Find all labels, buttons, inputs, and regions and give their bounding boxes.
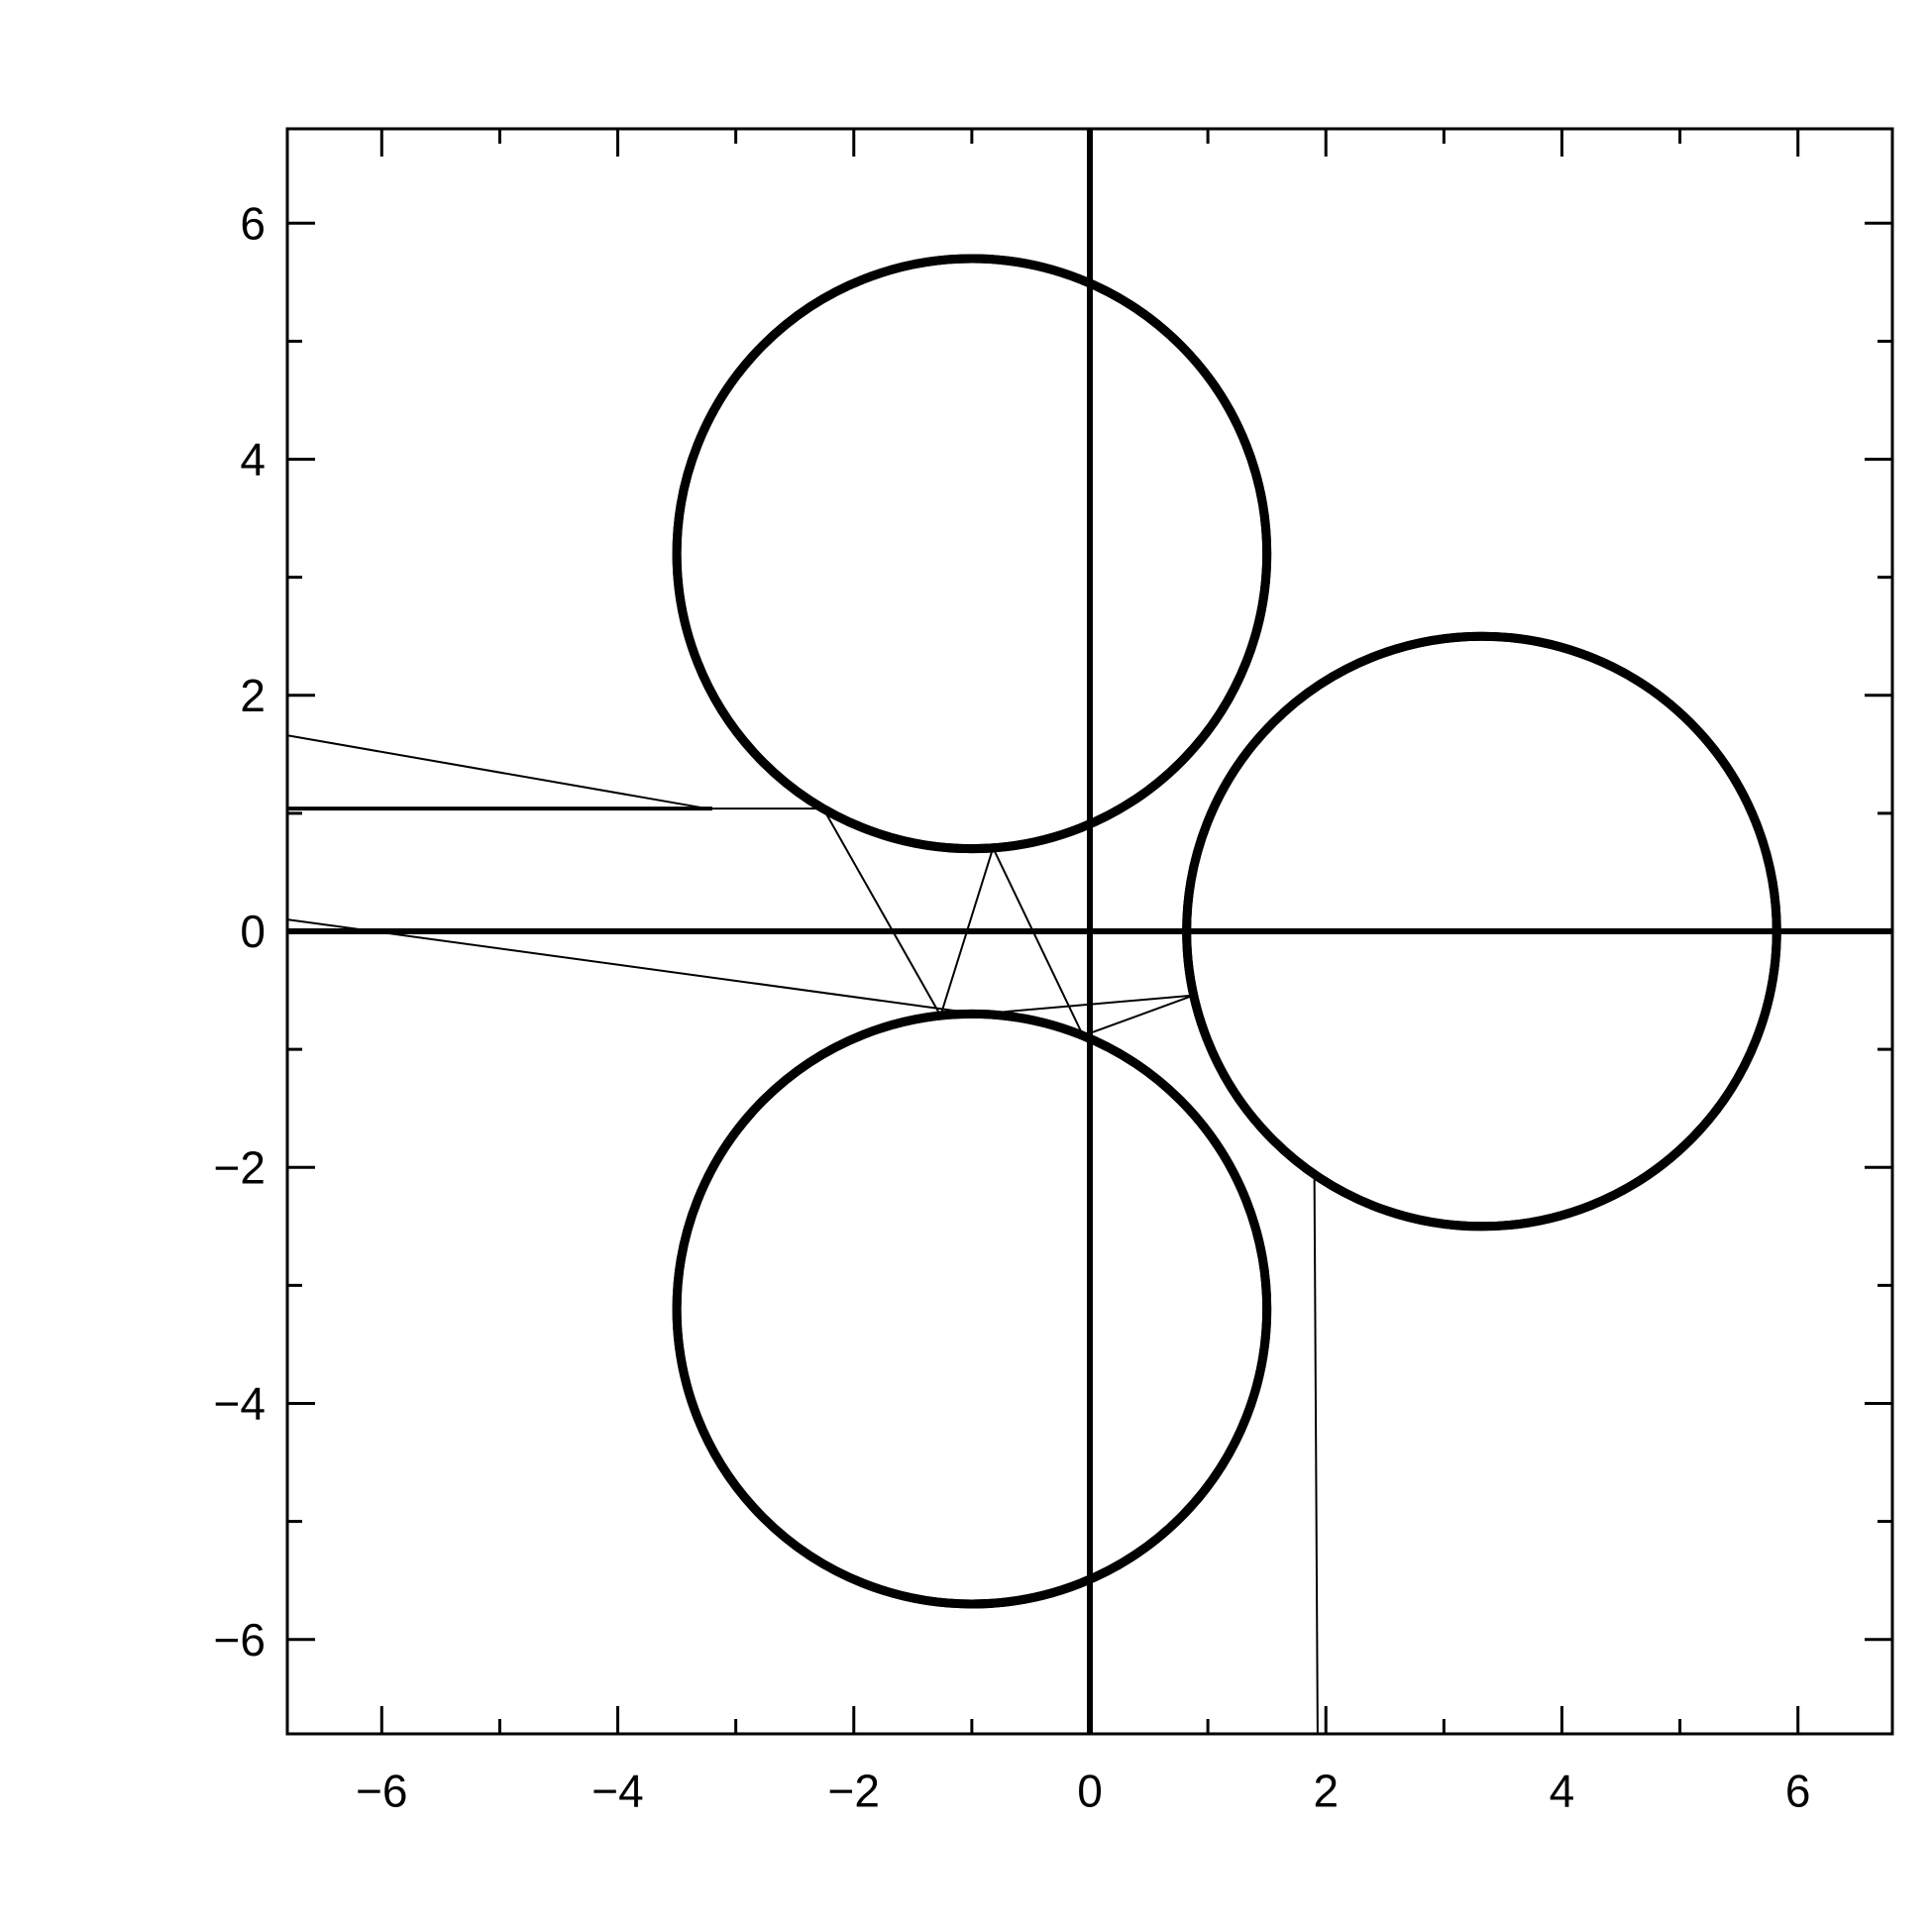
x-tick-label: −2: [828, 1766, 880, 1817]
x-tick-label: 6: [1785, 1766, 1811, 1817]
y-tick-label: −6: [214, 1614, 266, 1665]
x-tick-label: 4: [1550, 1766, 1575, 1817]
chart-svg: −6 −4 −2 0 2 4 6 −6 −4 −2 0 2 4 6: [0, 0, 1932, 1932]
x-tick-label: −4: [591, 1766, 643, 1817]
y-tick-label: −2: [214, 1141, 266, 1193]
chart-root: −6 −4 −2 0 2 4 6 −6 −4 −2 0 2 4 6: [0, 0, 1932, 1932]
y-tick-label: 2: [240, 670, 266, 721]
y-tick-label: 4: [240, 434, 266, 485]
x-tick-label: 0: [1077, 1766, 1103, 1817]
x-tick-label: −6: [356, 1766, 407, 1817]
y-tick-label: 0: [240, 906, 266, 957]
y-tick-label: −4: [214, 1378, 266, 1430]
x-tick-label: 2: [1313, 1766, 1339, 1817]
y-tick-label: 6: [240, 197, 266, 249]
